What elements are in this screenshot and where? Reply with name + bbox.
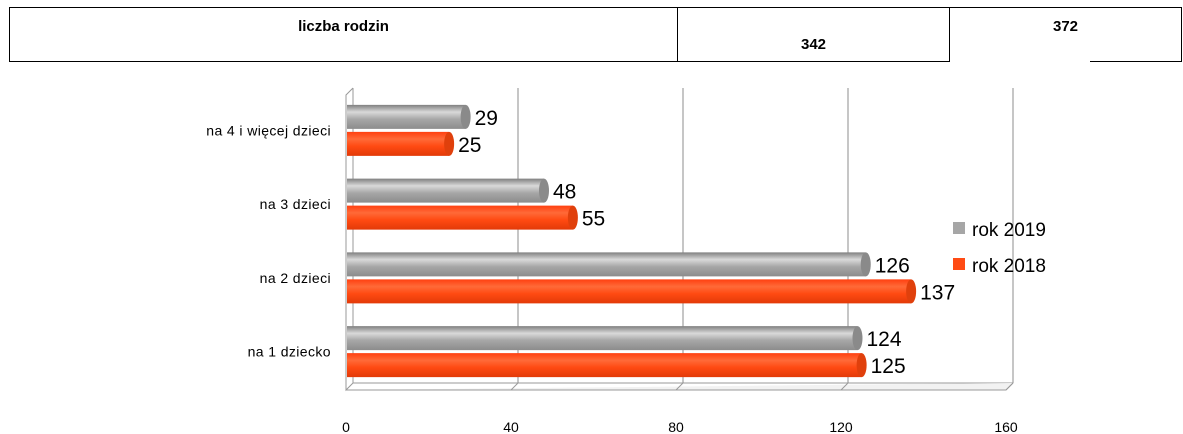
bar-2019 <box>347 252 871 277</box>
value-label: 48 <box>553 181 576 204</box>
floor-gridline <box>675 382 684 391</box>
bar-2018 <box>347 131 455 156</box>
legend-swatch <box>953 258 965 270</box>
x-tick-label: 160 <box>994 419 1018 434</box>
value-label: 25 <box>458 134 481 157</box>
plot-side-wall <box>345 87 354 392</box>
legend-label: rok 2018 <box>972 256 1046 277</box>
category-labels: na 4 i więcej dzieci na 3 dzieci na 2 dzie… <box>206 122 331 360</box>
category-label: na 2 dzieci <box>260 270 331 286</box>
legend-item-2019: rok 2019 <box>953 220 1046 241</box>
x-tick-label: 120 <box>829 419 853 434</box>
bar-2019 <box>347 178 549 203</box>
category-label: na 3 dzieci <box>260 196 331 212</box>
floor-gridline <box>510 382 519 391</box>
category-label: na 1 dziecko <box>248 344 331 360</box>
x-tick-label: 40 <box>503 419 519 434</box>
summary-value-2019: 372 <box>949 7 1182 62</box>
bar-2019 <box>347 326 863 351</box>
value-label: 126 <box>875 254 910 277</box>
x-tick-label: 0 <box>342 419 350 434</box>
value-label: 29 <box>475 107 498 130</box>
legend-label: rok 2019 <box>972 220 1046 241</box>
x-tick-labels: 0 40 80 120 160 <box>342 419 1018 434</box>
value-labels: 29 25 48 55 126 137 124 125 <box>458 107 955 378</box>
summary-value-2018: 342 <box>677 7 950 62</box>
table-bottom-rule <box>1090 61 1182 62</box>
summary-label: liczba rodzin <box>9 7 678 62</box>
bar-2018 <box>347 205 578 230</box>
summary-row: liczba rodzin 342 372 <box>9 7 1182 62</box>
bars <box>347 104 917 378</box>
legend: rok 2019 rok 2018 <box>953 220 1046 277</box>
value-label: 137 <box>920 281 955 304</box>
bar-2019 <box>347 104 471 129</box>
x-tick-label: 80 <box>668 419 684 434</box>
legend-swatch <box>953 222 965 234</box>
value-label: 125 <box>871 355 906 378</box>
floor-gridline <box>1005 382 1014 391</box>
floor-gridline <box>840 382 849 391</box>
value-label: 124 <box>867 328 902 351</box>
summary-table: liczba rodzin 342 372 <box>9 7 1182 62</box>
legend-item-2018: rok 2018 <box>953 256 1046 277</box>
bar-2018 <box>347 353 867 378</box>
category-label: na 4 i więcej dzieci <box>206 122 331 138</box>
value-label: 55 <box>582 208 605 231</box>
bar-2018 <box>347 279 917 304</box>
